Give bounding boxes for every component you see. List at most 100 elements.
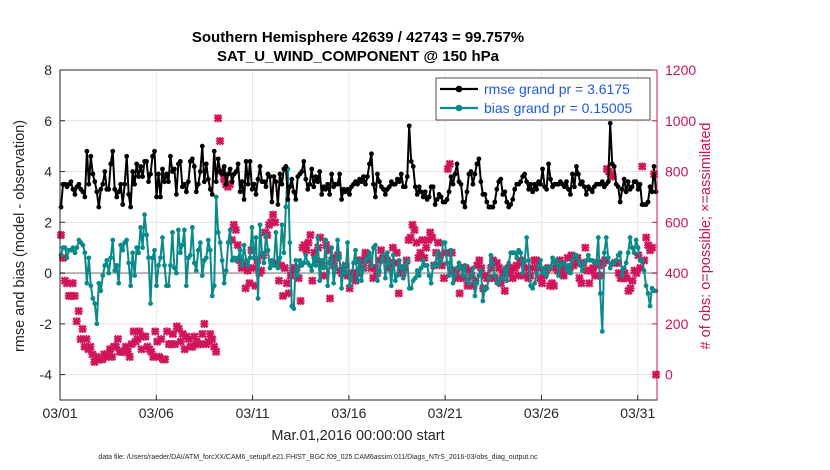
bias-point — [275, 265, 281, 271]
bias-point — [177, 250, 183, 256]
rmse-point — [452, 171, 458, 177]
bias-point — [436, 263, 442, 268]
rmse-point — [492, 199, 498, 205]
rmse-point — [615, 184, 621, 190]
bias-point — [566, 263, 571, 268]
bias-point — [500, 275, 506, 281]
obs-point — [306, 230, 315, 240]
bias-point — [136, 250, 142, 256]
rmse-point — [629, 184, 635, 190]
obs-point — [86, 342, 95, 351]
obs-point — [433, 238, 443, 247]
bias-point — [70, 245, 76, 251]
rmse-point — [211, 148, 217, 154]
rmse-point — [102, 169, 108, 174]
bias-point — [235, 255, 241, 261]
bias-point — [404, 257, 410, 263]
bias-point — [273, 230, 279, 235]
bias-point — [90, 296, 96, 301]
bias-point — [392, 278, 398, 284]
bias-point — [412, 275, 418, 281]
rmse-point — [132, 181, 138, 187]
rmse-point — [367, 161, 372, 167]
bias-point — [540, 270, 545, 276]
bias-point — [199, 273, 205, 279]
bias-point — [313, 263, 319, 268]
rmse-point — [221, 164, 227, 169]
bias-point — [126, 260, 132, 266]
bias-point — [446, 273, 452, 279]
bias-point — [315, 235, 321, 240]
bias-point — [249, 224, 255, 230]
rmse-point — [339, 197, 344, 202]
rmse-point — [227, 166, 233, 172]
obs-point — [302, 246, 311, 255]
rmse-point — [323, 186, 329, 192]
obs-point — [376, 246, 386, 255]
rmse-point — [386, 184, 392, 190]
bias-point — [114, 263, 120, 268]
bias-point — [355, 278, 360, 284]
bias-point — [577, 263, 583, 268]
rmse-point — [532, 181, 538, 187]
bias-point — [542, 265, 547, 271]
rmse-point — [207, 186, 213, 192]
bias-point — [146, 255, 151, 261]
rmse-point — [426, 194, 432, 200]
bias-point — [335, 237, 341, 243]
bias-point — [550, 255, 555, 261]
bias-point — [514, 255, 520, 261]
obs-point — [268, 210, 278, 219]
rmse-point — [448, 174, 454, 180]
bias-point — [568, 270, 573, 276]
bias-point — [579, 268, 585, 273]
bias-point — [633, 237, 639, 243]
rmse-point — [235, 161, 241, 167]
rmse-point — [164, 171, 169, 177]
rmse-point — [84, 148, 90, 154]
bias-point — [120, 247, 126, 253]
rmse-point — [464, 189, 470, 195]
rmse-point — [277, 171, 283, 177]
bias-point — [468, 273, 474, 279]
rmse-point — [174, 191, 179, 197]
rmse-point — [418, 189, 424, 195]
rmse-point — [329, 171, 335, 177]
bias-point — [225, 240, 231, 246]
bias-point — [253, 235, 259, 240]
bias-point — [152, 247, 157, 253]
rmse-point — [645, 199, 651, 205]
rmse-point — [247, 158, 253, 164]
rmse-point — [355, 181, 360, 187]
rmse-point — [199, 143, 205, 149]
bias-point — [450, 280, 456, 286]
bias-point — [261, 260, 267, 266]
rmse-point — [209, 191, 215, 197]
rmse-point — [568, 191, 573, 197]
rmse-point — [152, 148, 157, 154]
obs-point — [156, 334, 166, 344]
rmse-point — [510, 197, 516, 202]
bias-point — [257, 222, 263, 228]
rmse-point — [172, 166, 177, 172]
rmse-point — [150, 153, 155, 159]
bias-point — [635, 245, 641, 251]
bias-point — [345, 240, 350, 246]
obs-point — [455, 289, 464, 298]
rmse-point — [245, 181, 251, 187]
bias-point — [62, 245, 68, 251]
bias-point — [227, 227, 233, 233]
bias-point — [110, 237, 116, 243]
bias-point — [490, 260, 496, 266]
bias-point — [625, 250, 631, 256]
y-tick-label: 8 — [44, 62, 52, 78]
rmse-point — [114, 194, 120, 200]
rmse-point — [530, 189, 536, 195]
rmse-point — [96, 204, 102, 210]
bias-point — [267, 265, 273, 271]
rmse-point — [446, 189, 452, 195]
bias-point — [203, 255, 209, 261]
obs-point — [125, 352, 134, 362]
rmse-point — [98, 186, 104, 192]
rmse-point — [498, 176, 504, 182]
